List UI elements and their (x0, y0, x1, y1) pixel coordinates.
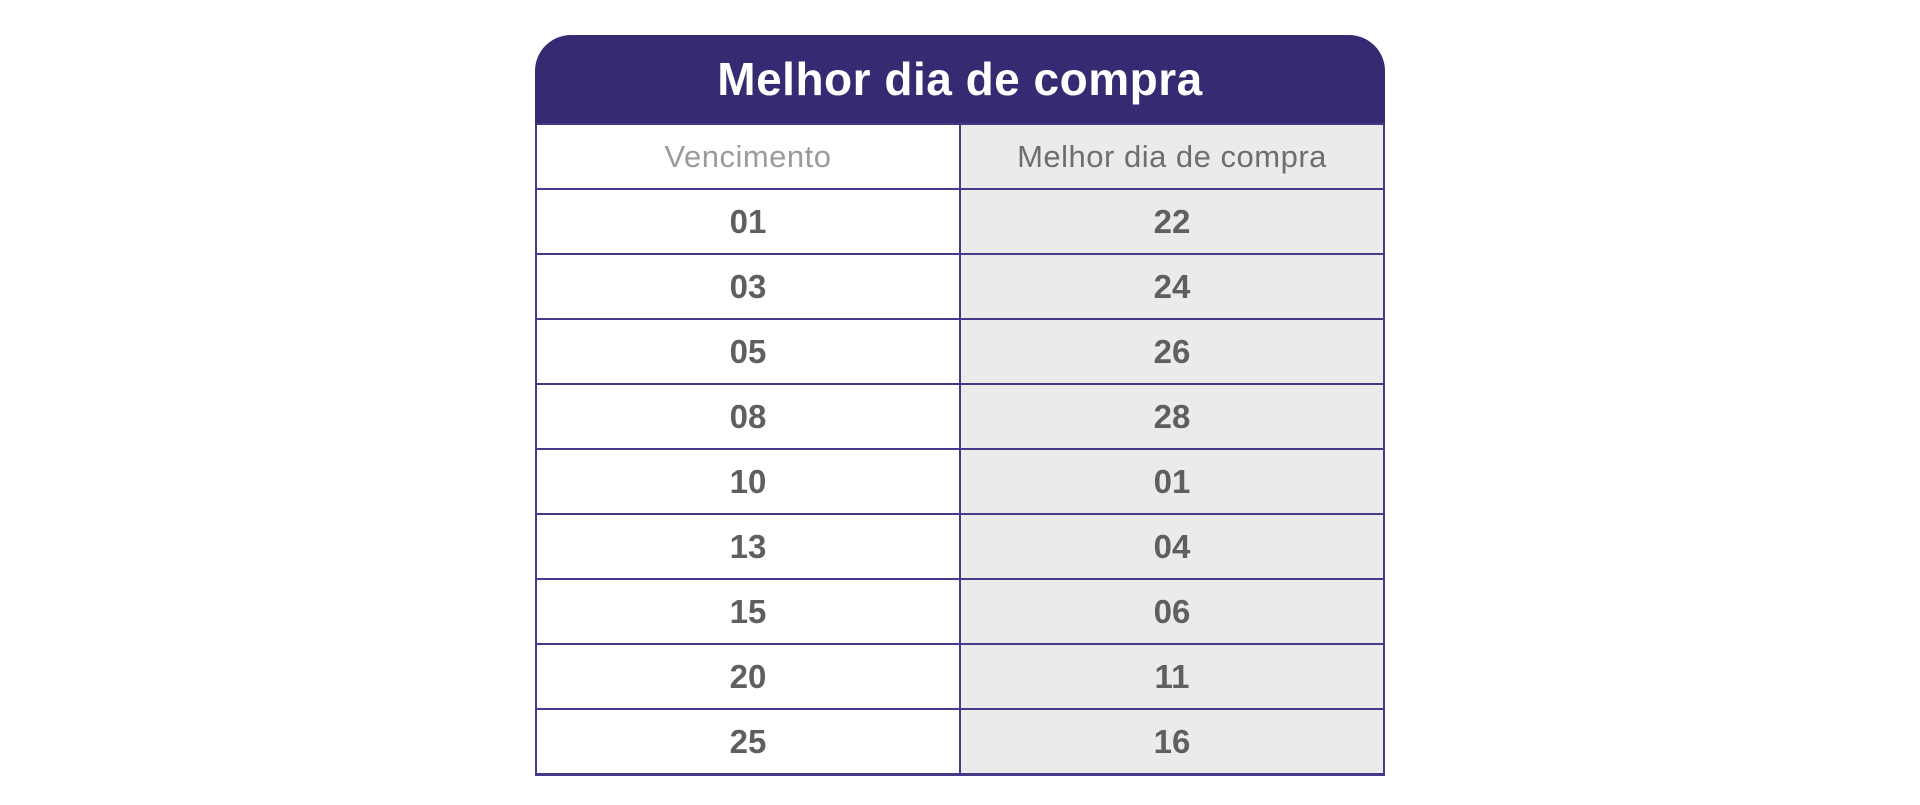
vencimento-cell: 15 (535, 578, 961, 645)
vencimento-cell: 05 (535, 318, 961, 385)
vencimento-cell: 03 (535, 253, 961, 320)
melhor-dia-cell: 28 (959, 383, 1385, 450)
melhor-dia-cell: 06 (959, 578, 1385, 645)
table-row: 10 01 (535, 448, 1385, 515)
vencimento-cell: 10 (535, 448, 961, 515)
card-title: Melhor dia de compra (717, 53, 1203, 105)
melhor-dia-cell: 04 (959, 513, 1385, 580)
table-row: 15 06 (535, 578, 1385, 645)
melhor-dia-cell: 26 (959, 318, 1385, 385)
vencimento-cell: 08 (535, 383, 961, 450)
vencimento-cell: 13 (535, 513, 961, 580)
column-header-melhor-dia: Melhor dia de compra (959, 123, 1385, 190)
table-row: 25 16 (535, 708, 1385, 776)
table-row: 03 24 (535, 253, 1385, 320)
melhor-dia-cell: 16 (959, 708, 1385, 776)
table-row: 01 22 (535, 188, 1385, 255)
melhor-dia-cell: 11 (959, 643, 1385, 710)
column-header-vencimento: Vencimento (535, 123, 961, 190)
melhor-dia-cell: 01 (959, 448, 1385, 515)
vencimento-cell: 01 (535, 188, 961, 255)
vencimento-cell: 20 (535, 643, 961, 710)
vencimento-cell: 25 (535, 708, 961, 776)
table-row: 05 26 (535, 318, 1385, 385)
table-row: 08 28 (535, 383, 1385, 450)
table-row: 20 11 (535, 643, 1385, 710)
best-purchase-day-card: Melhor dia de compra Vencimento Melhor d… (535, 35, 1385, 776)
melhor-dia-cell: 24 (959, 253, 1385, 320)
table-header-row: Vencimento Melhor dia de compra (535, 123, 1385, 190)
table-row: 13 04 (535, 513, 1385, 580)
best-purchase-day-table: Vencimento Melhor dia de compra 01 22 03… (535, 123, 1385, 776)
card-title-bar: Melhor dia de compra (535, 35, 1385, 123)
table-body: 01 22 03 24 05 26 08 28 10 01 (535, 188, 1385, 776)
melhor-dia-cell: 22 (959, 188, 1385, 255)
